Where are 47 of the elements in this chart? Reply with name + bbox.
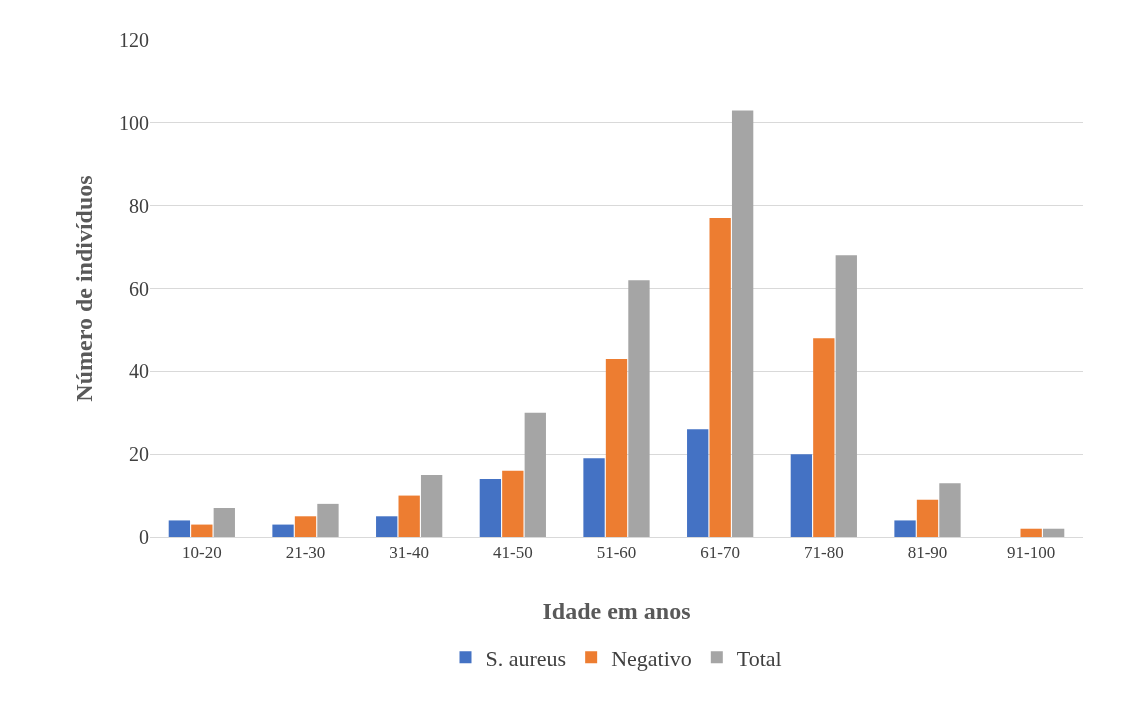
- y-tick-label: 100: [119, 111, 149, 134]
- bar: [835, 255, 857, 537]
- bar: [502, 470, 524, 537]
- x-tick-label: 71-80: [803, 543, 844, 563]
- legend-label: Total: [736, 645, 782, 671]
- bar: [813, 338, 835, 537]
- x-tick-label: 10-20: [181, 543, 222, 563]
- bar: [294, 516, 317, 537]
- legend-label: Negativo: [611, 645, 692, 671]
- bar: [790, 454, 813, 537]
- y-tick-label: 120: [119, 29, 149, 51]
- bar: [939, 483, 961, 537]
- x-tick-label: 81-90: [907, 543, 948, 563]
- x-axis-title: Idade em anos: [542, 598, 691, 624]
- bar: [317, 503, 339, 537]
- bar: [605, 358, 628, 537]
- x-tick-label: 21-30: [285, 543, 326, 563]
- y-tick-label: 0: [139, 526, 149, 548]
- bar: [687, 429, 709, 537]
- bar: [1042, 528, 1065, 537]
- bar: [213, 508, 235, 537]
- bar: [272, 524, 294, 537]
- y-tick-label: 20: [129, 443, 149, 466]
- bar: [583, 458, 605, 537]
- x-tick-label: 41-50: [492, 543, 533, 563]
- bar: [916, 499, 939, 537]
- bar: [628, 280, 650, 537]
- bar: [709, 218, 731, 537]
- y-axis-title: Número de indivíduos: [71, 175, 97, 402]
- bar: [168, 520, 191, 537]
- y-tick-label: 60: [129, 277, 149, 300]
- y-tick-label: 40: [129, 360, 149, 383]
- legend-label: S. aureus: [485, 645, 567, 671]
- x-tick-label: 61-70: [700, 543, 741, 563]
- bar: [191, 524, 213, 537]
- bar: [524, 412, 546, 537]
- x-tick-label: 51-60: [596, 543, 637, 563]
- bar: [420, 474, 443, 537]
- bar: [479, 479, 502, 537]
- x-tick-label: 91-100: [1007, 543, 1056, 563]
- x-tick-label: 31-40: [389, 543, 430, 563]
- bar: [894, 520, 916, 537]
- y-tick-label: 80: [129, 194, 149, 217]
- bar: [376, 516, 398, 537]
- bar: [1020, 528, 1042, 537]
- bar: [398, 495, 420, 537]
- bar: [731, 110, 754, 537]
